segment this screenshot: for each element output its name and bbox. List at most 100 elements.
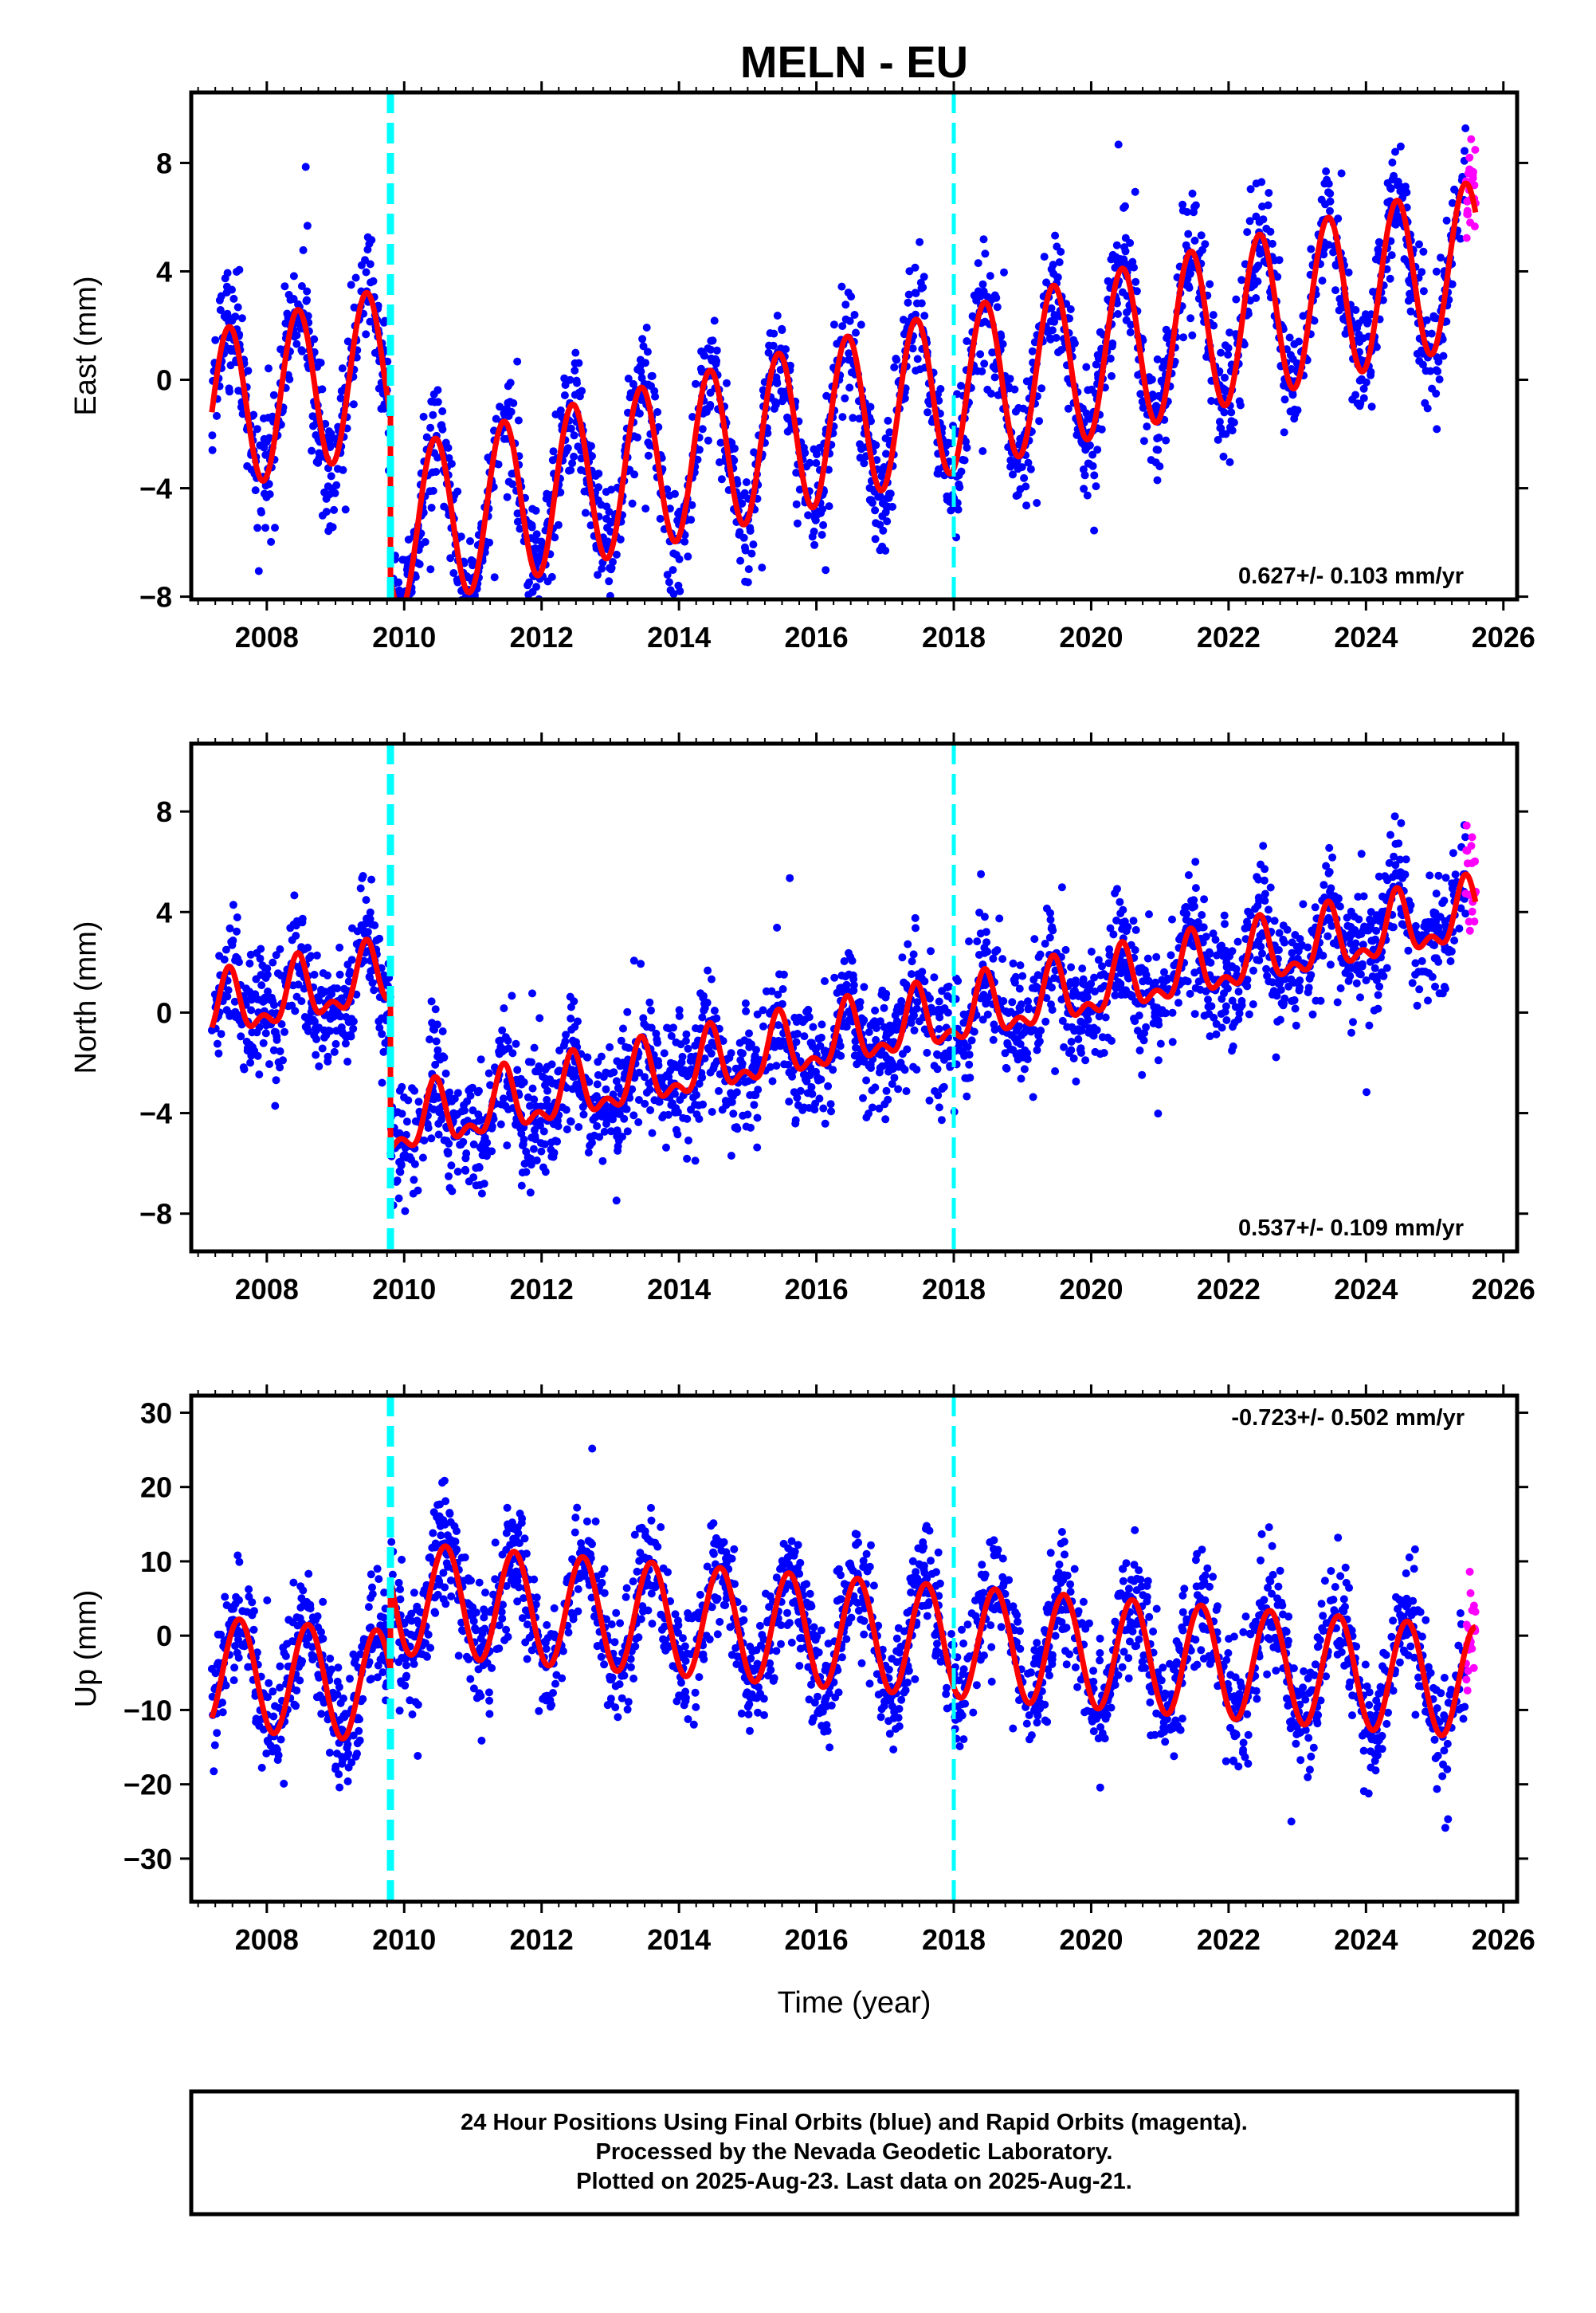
final-orbit-point	[1270, 917, 1279, 925]
final-orbit-point	[1048, 326, 1057, 335]
final-orbit-point	[594, 469, 603, 478]
final-orbit-point	[1030, 935, 1039, 944]
final-orbit-point	[978, 447, 987, 455]
final-orbit-point	[750, 1101, 759, 1109]
final-orbit-point	[1188, 189, 1197, 198]
final-orbit-point	[411, 572, 420, 581]
east-panel: 2008 2010 2012 2014 2016 2018 2020 2022 2024 2026…	[69, 81, 1535, 654]
final-orbit-point	[567, 1014, 575, 1023]
final-orbit-point	[1326, 189, 1335, 198]
final-orbit-point	[644, 451, 653, 460]
final-orbit-point	[1356, 970, 1365, 979]
final-orbit-point	[881, 1115, 890, 1124]
final-orbit-point	[216, 306, 225, 314]
final-orbit-point	[370, 986, 378, 995]
final-orbit-point	[886, 489, 895, 498]
final-orbit-point	[1197, 231, 1206, 240]
final-orbit-point	[368, 979, 377, 988]
final-orbit-point	[310, 335, 319, 344]
final-orbit-point	[1108, 1036, 1116, 1045]
final-orbit-point	[706, 401, 715, 409]
final-orbit-point	[653, 1039, 662, 1047]
final-orbit-point	[336, 394, 345, 403]
final-orbit-point	[1206, 958, 1215, 967]
final-orbit-point	[1145, 910, 1153, 919]
rapid-orbit-point	[1470, 222, 1479, 231]
final-orbit-point	[871, 1083, 880, 1092]
final-orbit-point	[539, 1127, 548, 1136]
final-orbit-point	[669, 1023, 677, 1032]
final-orbit-point	[1234, 988, 1243, 996]
final-orbit-point	[584, 1149, 593, 1156]
final-orbit-point	[1299, 900, 1308, 909]
final-orbit-point	[841, 300, 850, 309]
final-orbit-point	[312, 1050, 320, 1059]
final-orbit-point	[1067, 1046, 1076, 1054]
final-orbit-point	[1418, 268, 1426, 277]
final-orbit-point	[1080, 471, 1089, 480]
final-orbit-point	[936, 385, 945, 393]
final-orbit-point	[426, 423, 435, 432]
final-orbit-point	[253, 425, 261, 434]
final-orbit-point	[359, 872, 367, 880]
final-orbit-point	[1396, 142, 1405, 151]
final-orbit-point	[1116, 897, 1124, 906]
final-orbit-point	[1101, 1013, 1110, 1022]
final-orbit-point	[419, 412, 428, 421]
final-orbit-point	[315, 1062, 324, 1070]
final-orbit-point	[876, 493, 884, 501]
final-orbit-point	[494, 460, 503, 469]
final-orbit-point	[703, 999, 712, 1007]
final-orbit-point	[727, 1049, 735, 1058]
final-orbit-point	[818, 505, 827, 513]
final-orbit-point	[1143, 954, 1152, 963]
final-orbit-point	[982, 928, 990, 937]
final-orbit-point	[285, 375, 294, 383]
final-orbit-point	[343, 1058, 352, 1066]
final-orbit-point	[303, 287, 312, 296]
final-orbit-point	[752, 1046, 760, 1054]
final-orbit-point	[998, 340, 1007, 348]
final-orbit-point	[747, 1123, 755, 1132]
final-orbit-point	[1045, 933, 1054, 942]
final-orbit-point	[447, 459, 456, 468]
final-orbit-point	[695, 1114, 704, 1123]
final-orbit-point	[421, 538, 429, 546]
final-orbit-point	[469, 557, 477, 566]
final-orbit-point	[244, 367, 253, 375]
final-orbit-point	[1057, 883, 1066, 892]
final-orbit-point	[607, 485, 616, 494]
final-orbit-point	[628, 499, 637, 508]
final-orbit-point	[978, 367, 986, 375]
final-orbit-point	[401, 612, 409, 620]
final-orbit-point	[566, 375, 574, 384]
final-orbit-point	[682, 1030, 691, 1039]
final-orbit-point	[1274, 946, 1283, 954]
final-orbit-point	[1257, 178, 1266, 187]
final-orbit-point	[904, 940, 912, 948]
final-orbit-point	[771, 400, 780, 409]
final-orbit-point	[265, 490, 274, 499]
final-orbit-point	[830, 973, 839, 982]
final-orbit-point	[560, 391, 569, 399]
final-orbit-point	[398, 611, 406, 619]
final-orbit-point	[1190, 1010, 1199, 1019]
final-orbit-point	[496, 1120, 505, 1129]
final-orbit-point	[1033, 1046, 1041, 1054]
final-orbit-point	[900, 394, 909, 403]
final-orbit-point	[634, 1118, 643, 1126]
final-orbit-point	[884, 416, 892, 425]
final-orbit-point	[233, 913, 241, 921]
final-orbit-point	[1259, 842, 1268, 850]
final-orbit-point	[873, 456, 881, 465]
final-orbit-point	[1121, 202, 1129, 210]
final-orbit-point	[1114, 140, 1123, 149]
final-orbit-point	[261, 524, 270, 532]
final-orbit-point	[1090, 526, 1099, 535]
final-orbit-point	[217, 1030, 225, 1039]
final-orbit-point	[813, 450, 821, 458]
final-orbit-point	[270, 1001, 278, 1009]
final-orbit-point	[1207, 1002, 1216, 1011]
final-orbit-point	[836, 1042, 845, 1050]
final-orbit-point	[1093, 446, 1102, 454]
